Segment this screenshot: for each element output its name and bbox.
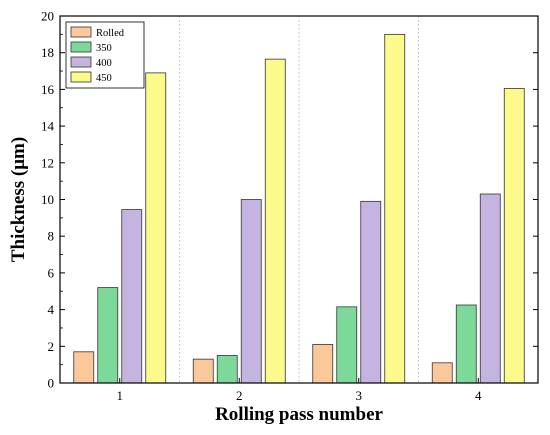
bar-450-pass-3 [384,33,406,384]
bars [73,33,525,384]
group-separators [179,16,419,383]
bar-400-pass-2 [240,199,262,384]
y-tick-label: 20 [41,9,54,24]
y-tick-label: 6 [48,265,55,280]
y-axis: 0 2 4 6 8 10 12 14 16 18 20 [41,9,538,391]
legend-swatch-400 [70,56,92,68]
bar-350-pass-4 [455,304,477,384]
bar-400-pass-3 [360,200,382,384]
y-tick-label: 0 [48,376,55,391]
x-tick-label: 3 [356,388,363,403]
bar-450-pass-4 [503,88,525,384]
x-axis-title: Rolling pass number [215,404,383,425]
legend-swatch-350 [70,41,92,53]
bar-350-pass-1 [97,287,119,384]
y-tick-label: 2 [48,339,55,354]
y-tick-label: 10 [41,192,54,207]
bar-rolled-pass-3 [312,344,334,384]
x-axis: 1 2 3 4 [117,378,482,403]
x-tick-label: 1 [117,388,124,403]
legend: Rolled 350 400 450 [65,21,145,89]
y-tick-label: 18 [41,45,54,60]
legend-label-450: 450 [96,73,112,84]
bar-rolled-pass-4 [431,362,453,384]
legend-swatch-450 [70,71,92,83]
bar-rolled-pass-2 [192,358,214,384]
y-tick-label: 14 [41,119,55,134]
y-tick-label: 4 [48,302,55,317]
bar-450-pass-2 [264,58,286,384]
legend-label-rolled: Rolled [96,28,125,39]
x-tick-label: 2 [236,388,243,403]
bar-rolled-pass-1 [73,351,95,384]
legend-label-350: 350 [96,43,112,54]
legend-label-400: 400 [96,58,112,69]
bar-350-pass-3 [336,306,358,384]
y-tick-label: 8 [48,229,55,244]
x-tick-label: 4 [475,388,482,403]
bar-350-pass-2 [216,355,238,384]
legend-swatch-rolled [70,26,92,38]
y-tick-label: 16 [41,82,55,97]
y-tick-label: 12 [41,155,54,170]
bar-400-pass-1 [121,209,143,384]
bar-450-pass-1 [145,72,167,384]
bar-400-pass-4 [479,193,501,384]
y-axis-title: Thickness (μm) [8,137,29,262]
